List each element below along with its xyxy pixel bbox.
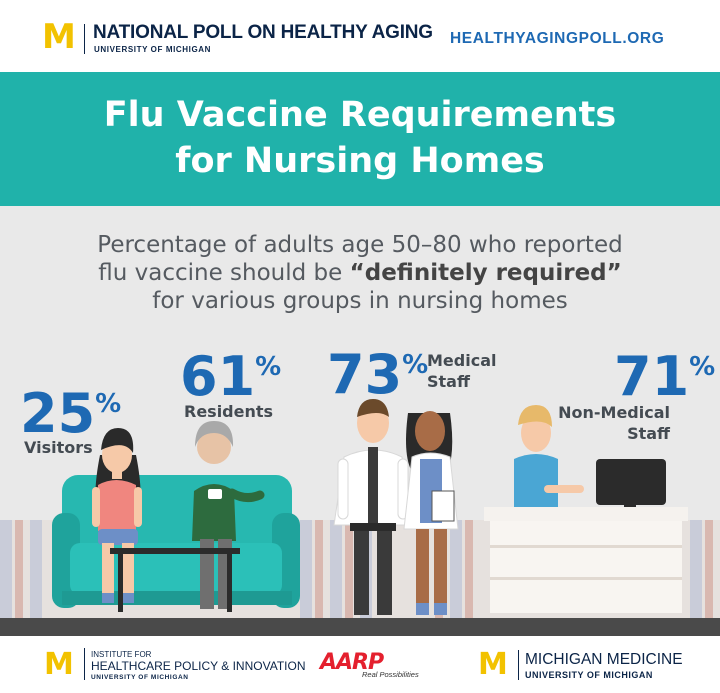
- footer-bar: M INSTITUTE FOR HEALTHCARE POLICY & INNO…: [0, 636, 720, 693]
- stat-nonmedical-label: Non-Medical Staff: [558, 402, 670, 444]
- stat-residents-label: Residents: [184, 402, 274, 421]
- nursing-home-illustration: [52, 399, 688, 615]
- stat-nonmedical-value: 71%: [614, 350, 715, 404]
- stat-medical-unit: %: [402, 350, 429, 380]
- stat-medical-value: 73%: [327, 348, 428, 402]
- stat-nonmedical-unit: %: [689, 352, 716, 382]
- mm-line1: MICHIGAN MEDICINE: [525, 651, 683, 668]
- reception-desk: [484, 405, 688, 613]
- medical-staff-male: [333, 399, 413, 615]
- stat-residents-value: 61%: [180, 350, 281, 404]
- stat-medical-label: Medical Staff: [427, 350, 496, 392]
- stat-visitors-value: 25%: [20, 387, 121, 441]
- aarp-logo: AARP: [320, 650, 384, 675]
- floor: [0, 618, 720, 636]
- stat-medical-label-line2: Staff: [427, 372, 470, 391]
- header-bar: M NATIONAL POLL ON HEALTHY AGING UNIVERS…: [0, 0, 720, 72]
- poll-subtitle: UNIVERSITY OF MICHIGAN: [94, 45, 212, 54]
- ihpi-divider: [84, 648, 85, 680]
- subtitle-line3: for various groups in nursing homes: [152, 288, 568, 314]
- subtitle-emphasis: “definitely required”: [349, 260, 622, 286]
- stat-visitors-label: Visitors: [24, 438, 93, 457]
- stat-nonmedical-label-line1: Non-Medical: [558, 403, 670, 422]
- website-link[interactable]: HEALTHYAGINGPOLL.ORG: [450, 30, 665, 47]
- ihpi-m-logo: M: [44, 647, 74, 682]
- medical-staff-female: [403, 411, 459, 615]
- stat-visitors-number: 25: [20, 382, 96, 445]
- header-divider: [84, 24, 85, 54]
- title-banner: Flu Vaccine Requirements for Nursing Hom…: [0, 72, 720, 206]
- ihpi-line3: UNIVERSITY OF MICHIGAN: [91, 674, 189, 681]
- stat-residents-unit: %: [255, 352, 282, 382]
- mm-line2: UNIVERSITY OF MICHIGAN: [525, 670, 653, 680]
- aarp-tagline: Real Possibilities: [362, 670, 419, 679]
- stat-medical-label-line1: Medical: [427, 351, 497, 370]
- subtitle-line2-prefix: flu vaccine should be: [98, 260, 350, 286]
- stat-medical-number: 73: [327, 343, 403, 406]
- ihpi-line2: HEALTHCARE POLICY & INNOVATION: [91, 659, 306, 673]
- banner-title-line1: Flu Vaccine Requirements: [103, 95, 617, 135]
- poll-title: NATIONAL POLL ON HEALTHY AGING: [93, 22, 433, 43]
- stat-nonmedical-number: 71: [614, 345, 690, 408]
- stat-residents-number: 61: [180, 345, 256, 408]
- ihpi-line1: INSTITUTE FOR: [91, 650, 152, 659]
- banner-title-line2: for Nursing Homes: [175, 141, 545, 181]
- mm-divider: [518, 650, 519, 680]
- subtitle-line1: Percentage of adults age 50–80 who repor…: [97, 232, 623, 258]
- stat-nonmedical-label-line2: Staff: [627, 424, 670, 443]
- michigan-m-logo: M: [42, 17, 76, 57]
- stat-visitors-unit: %: [95, 389, 122, 419]
- subtitle-line2: flu vaccine should be “definitely requir…: [40, 258, 680, 288]
- michigan-medicine-m-logo: M: [478, 647, 508, 682]
- visitor-figure: [92, 428, 142, 603]
- coffee-table: [110, 548, 240, 612]
